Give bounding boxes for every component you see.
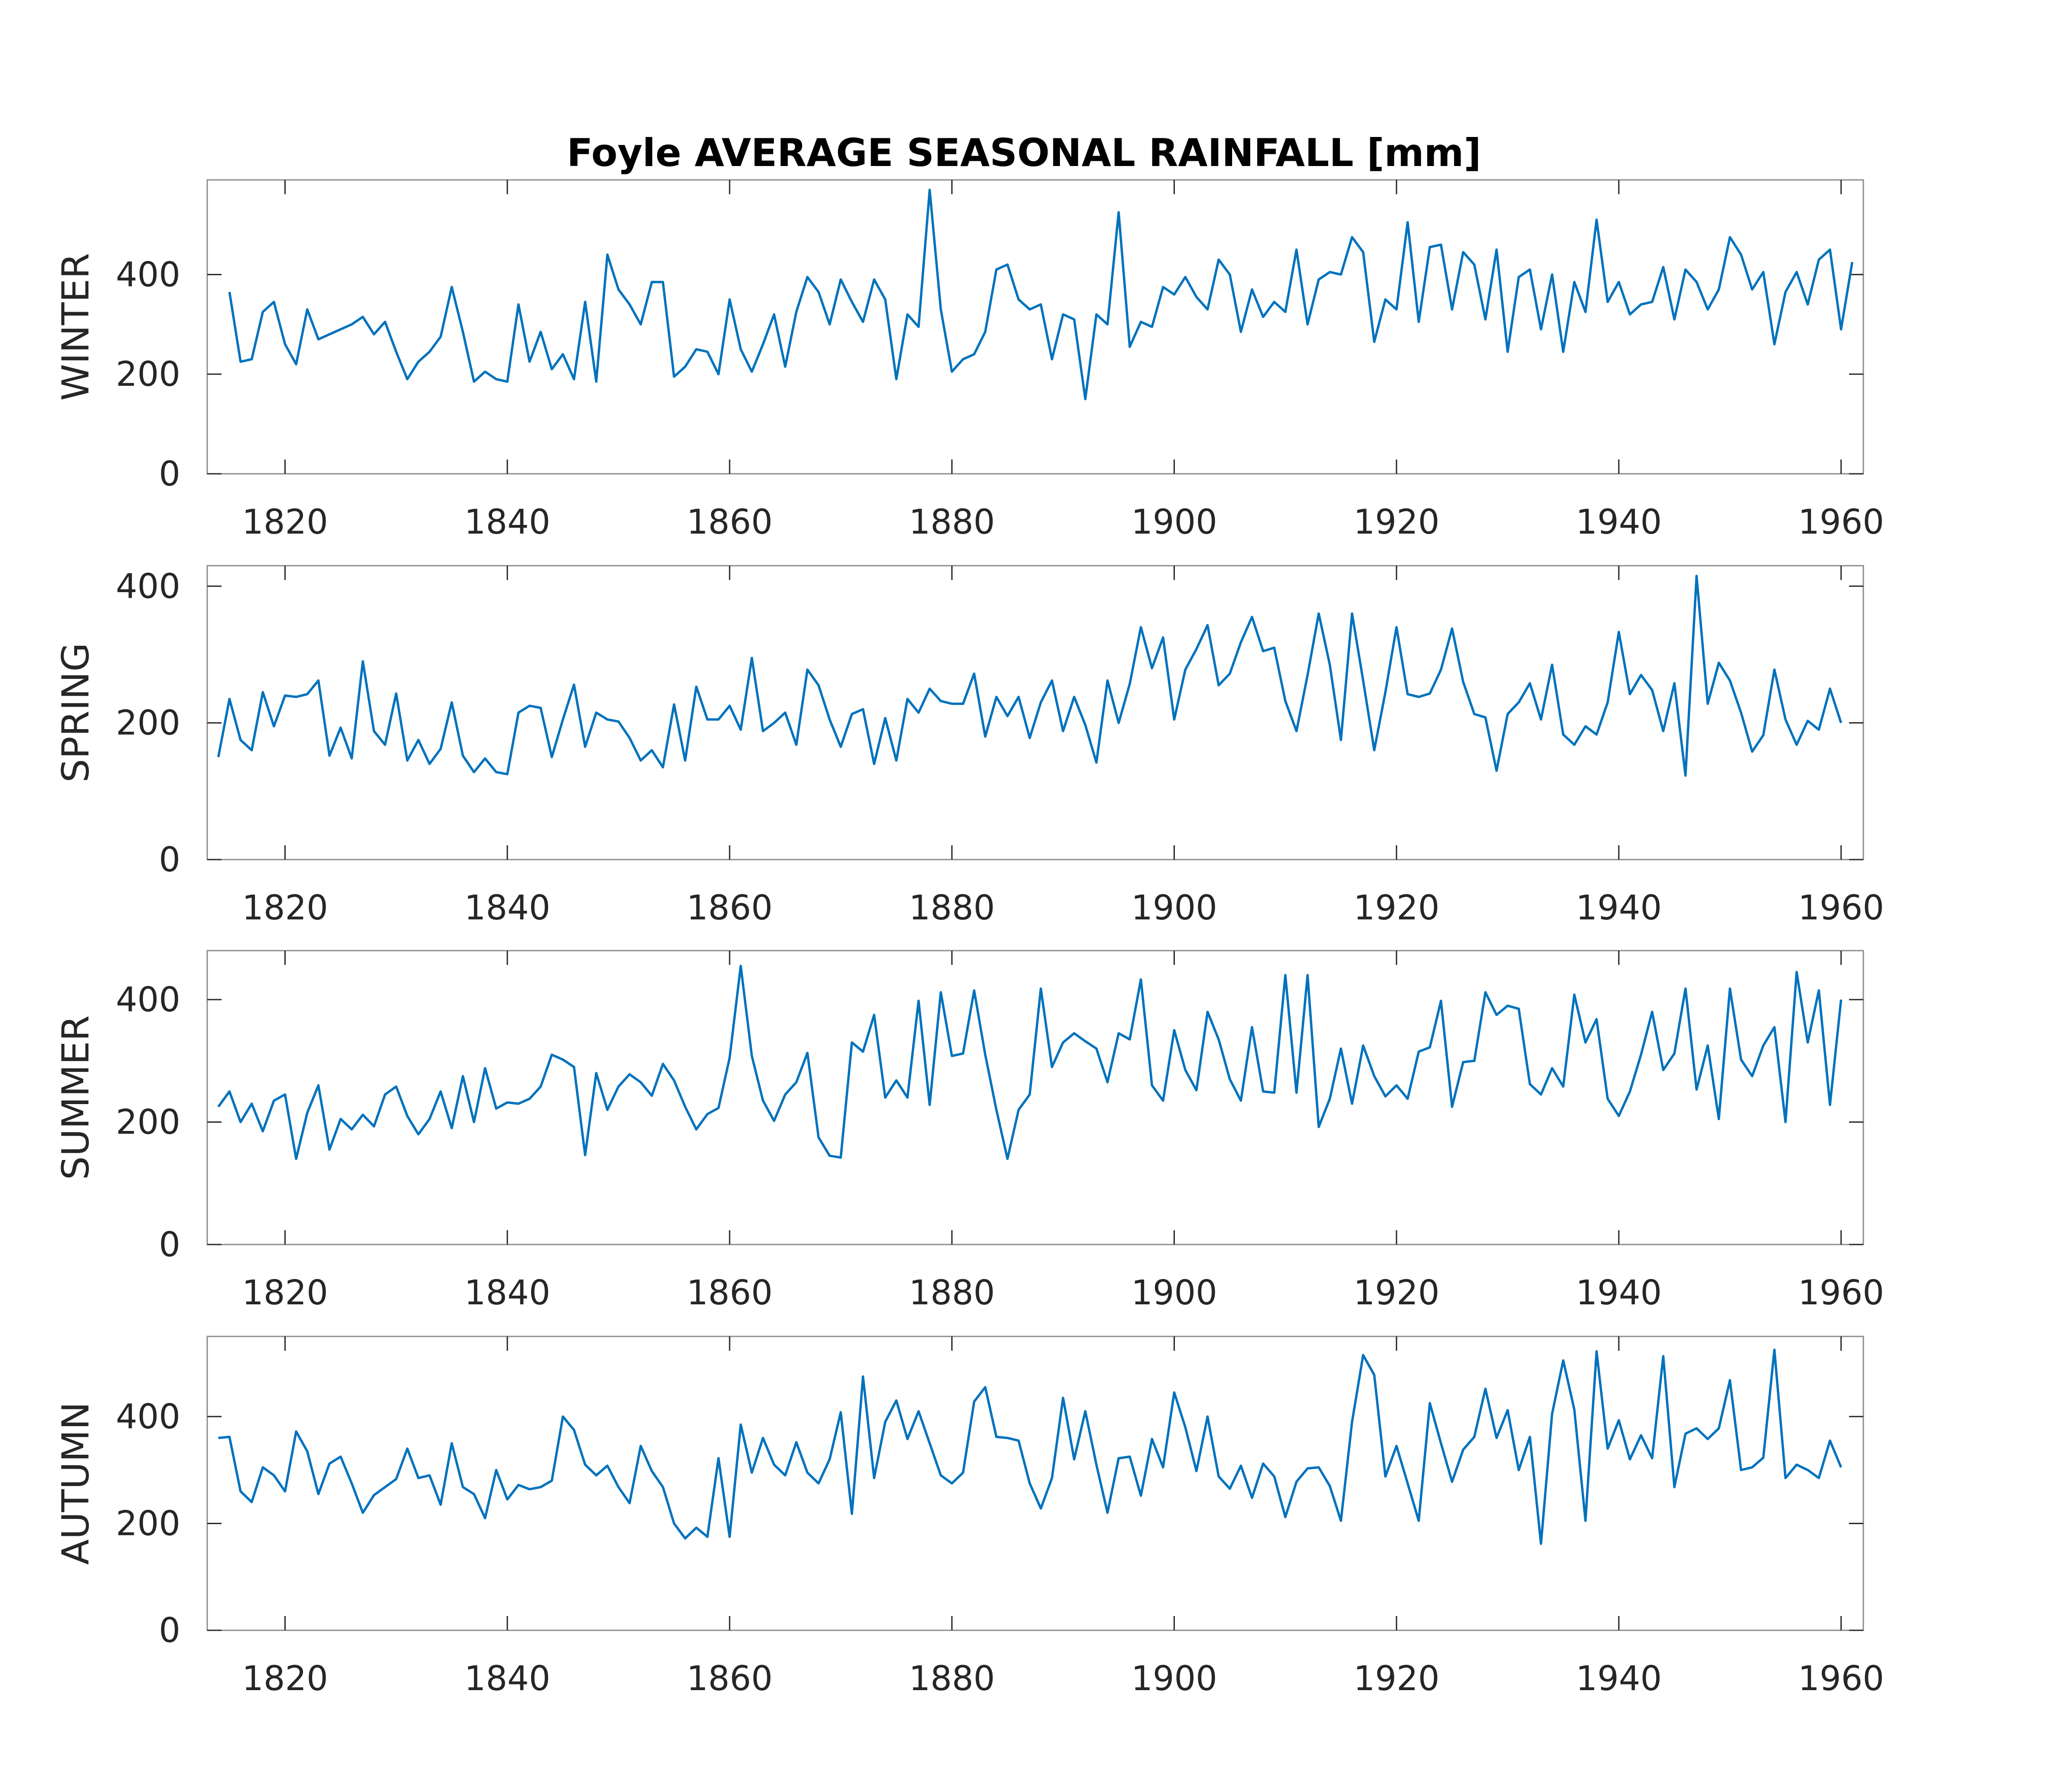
x-tick-label: 1960	[1798, 503, 1884, 542]
x-tick-label: 1900	[1131, 503, 1217, 542]
series-line-autumn	[218, 1349, 1843, 1545]
x-tick-label: 1820	[242, 889, 328, 928]
x-tick-label: 1900	[1131, 1659, 1217, 1698]
y-tick-label: 200	[116, 704, 180, 743]
x-tick-label: 1880	[909, 503, 995, 542]
x-tick-label: 1940	[1576, 503, 1662, 542]
x-tick-label: 1940	[1576, 1659, 1662, 1698]
x-tick-label: 1840	[464, 1659, 551, 1698]
x-tick-label: 1880	[909, 889, 995, 928]
plot-area-winter	[206, 179, 1864, 475]
x-tick-label: 1860	[687, 1659, 773, 1698]
x-tick-label: 1960	[1798, 1659, 1884, 1698]
x-tick-label: 1960	[1798, 889, 1884, 928]
plot-area-autumn	[206, 1336, 1864, 1631]
x-tick-label: 1820	[242, 503, 328, 542]
x-tick-label: 1900	[1131, 889, 1217, 928]
x-tick-label: 1880	[909, 1274, 995, 1313]
series-line-summer	[217, 964, 1843, 1160]
y-axis-label-winter: WINTER	[54, 253, 98, 401]
subplot-stack: 1820 1840 1860 1880 1900 1920 1940 1960 0 200 400 W…	[54, 179, 1884, 1698]
y-axis-label-spring: SPRING	[54, 643, 98, 783]
x-tick-label: 1920	[1353, 503, 1440, 542]
subplot-autumn: 1820 1840 1860 1880 1900 1920 1940 1960 0 200 400 A…	[54, 1336, 1884, 1698]
y-tick-label: 400	[116, 255, 180, 294]
x-tick-label: 1920	[1353, 889, 1440, 928]
x-tick-label: 1940	[1576, 1274, 1662, 1313]
chart-title: Foyle AVERAGE SEASONAL RAINFALL [mm]	[567, 130, 1481, 175]
x-tick-label: 1860	[687, 1274, 773, 1313]
y-tick-label: 0	[159, 841, 180, 880]
x-tick-label: 1920	[1353, 1274, 1440, 1313]
y-tick-label: 400	[116, 567, 180, 606]
x-tick-label: 1900	[1131, 1274, 1217, 1313]
x-tick-label: 1840	[464, 1274, 551, 1313]
x-tick-label: 1960	[1798, 1274, 1884, 1313]
series-line-winter	[228, 189, 1854, 401]
y-axis-label-autumn: AUTUMN	[54, 1402, 98, 1565]
y-tick-label: 200	[116, 1103, 180, 1142]
y-tick-label: 0	[159, 1611, 180, 1650]
y-tick-label: 400	[116, 1398, 180, 1437]
subplot-summer: 1820 1840 1860 1880 1900 1920 1940 1960 0 200 400 S…	[54, 950, 1884, 1313]
plot-area-summer	[206, 950, 1864, 1245]
x-tick-label: 1860	[687, 503, 773, 542]
y-tick-label: 0	[159, 1225, 180, 1264]
x-tick-label: 1880	[909, 1659, 995, 1698]
x-tick-label: 1820	[242, 1659, 328, 1698]
series-line-spring	[217, 574, 1843, 777]
x-tick-label: 1820	[242, 1274, 328, 1313]
y-tick-label: 200	[116, 1504, 180, 1543]
plot-area-spring	[206, 565, 1864, 860]
y-tick-label: 200	[116, 355, 180, 394]
x-tick-label: 1840	[464, 503, 551, 542]
x-tick-label: 1860	[687, 889, 773, 928]
y-axis-label-summer: SUMMER	[54, 1015, 98, 1180]
subplot-winter: 1820 1840 1860 1880 1900 1920 1940 1960 0 200 400 W…	[54, 179, 1884, 542]
subplot-spring: 1820 1840 1860 1880 1900 1920 1940 1960 0 200 400 S…	[54, 565, 1884, 928]
x-tick-label: 1920	[1353, 1659, 1440, 1698]
y-tick-label: 0	[159, 455, 180, 494]
y-tick-label: 400	[116, 981, 180, 1020]
x-tick-label: 1940	[1576, 889, 1662, 928]
x-tick-label: 1840	[464, 889, 551, 928]
